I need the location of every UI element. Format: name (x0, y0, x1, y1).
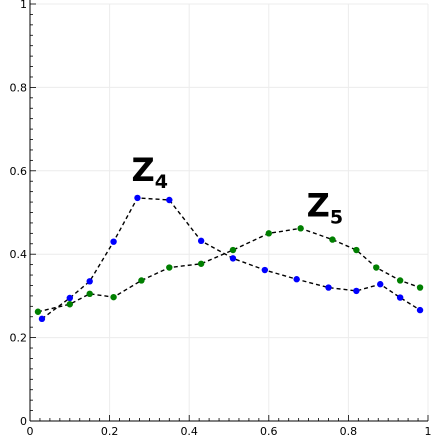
series-1-point (396, 294, 404, 301)
y-tick-label: 0 (20, 415, 27, 428)
series-1-point (377, 281, 384, 288)
series-2-point (197, 260, 205, 267)
series-2-point (166, 264, 173, 271)
series-1-point (416, 306, 424, 314)
series-1-point (325, 284, 332, 291)
series-2-point (138, 277, 145, 284)
series-2-point (34, 308, 42, 315)
y-tick-label: 1 (20, 0, 27, 11)
series-1-point (197, 237, 205, 245)
series-1-point (134, 194, 141, 202)
y-tick-label: 0.2 (10, 332, 28, 345)
series-2-point (329, 236, 336, 243)
series-1-point (166, 196, 173, 204)
series-group (34, 194, 424, 323)
series-2-point (66, 301, 74, 308)
series-1-point (38, 315, 46, 323)
series-1-point (110, 238, 117, 245)
series-1-point (353, 287, 360, 295)
series-1-point (261, 266, 269, 274)
x-tick-label: 0.6 (260, 425, 278, 438)
axes: 0 0.2 0.4 0.6 0.8 1 0 0.2 0.4 0.6 0.8 1 (10, 0, 432, 438)
x-tick-label: 0.8 (340, 425, 358, 438)
series-1-point (66, 294, 74, 302)
series-2-point (110, 293, 117, 301)
x-tick-label: 0 (27, 425, 34, 438)
series-2-point (396, 277, 404, 284)
x-tick-label: 1 (425, 425, 432, 438)
series-1-point (293, 276, 300, 283)
y-tick-label: 0.4 (10, 248, 28, 261)
annotation-label: Z5 (307, 187, 343, 229)
series-2-point (86, 290, 93, 298)
annotation-label: Z4 (131, 151, 167, 193)
series-2-point (265, 230, 272, 237)
series-1-point (229, 255, 237, 262)
grid (30, 3, 429, 421)
y-tick-label: 0.6 (10, 165, 28, 178)
x-tick-label: 0.4 (180, 425, 198, 438)
series-2-point (416, 284, 424, 291)
series-2-point (353, 246, 360, 254)
x-tick-label: 0.2 (101, 425, 119, 438)
series-1-point (86, 278, 93, 285)
series-2-point (373, 264, 380, 271)
series-2-point (229, 246, 237, 254)
annotation-subscript: 5 (330, 207, 343, 229)
y-tick-label: 0.8 (10, 81, 28, 94)
series-2-point (297, 225, 304, 232)
annotation-subscript: 4 (155, 171, 168, 193)
annotations: Z4 Z5 (131, 151, 343, 228)
series-line-2 (37, 227, 421, 313)
